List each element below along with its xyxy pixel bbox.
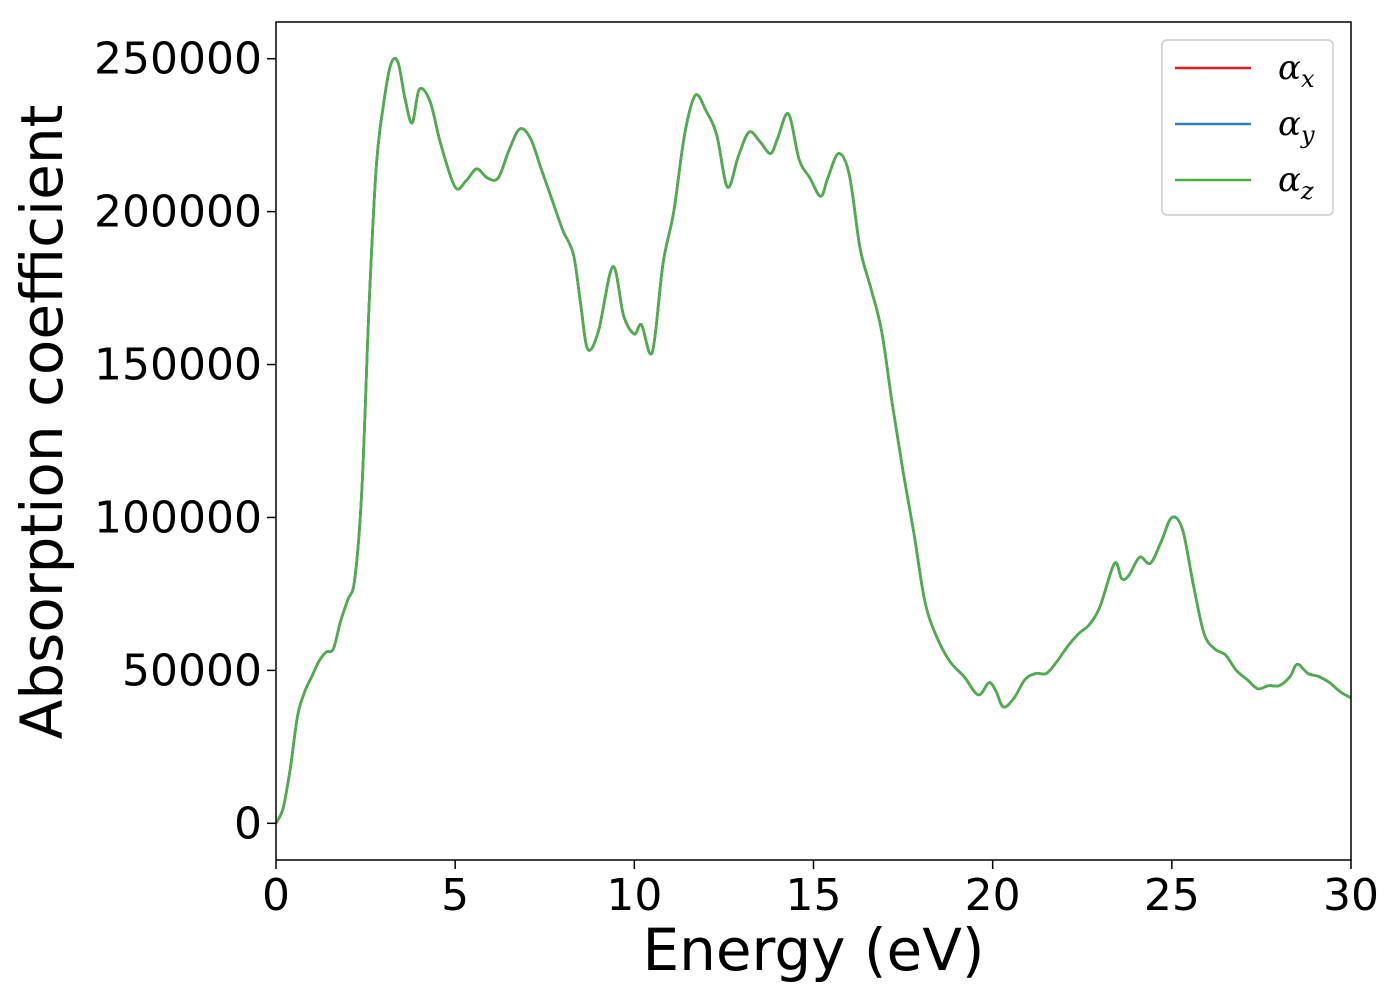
y-tick-label: 250000 [94, 34, 262, 85]
x-tick-label: 0 [262, 870, 290, 921]
x-tick-label: 15 [786, 870, 842, 921]
x-tick-label: 30 [1323, 870, 1379, 921]
x-axis-label: Energy (eV) [642, 916, 984, 984]
y-tick-label: 50000 [122, 645, 262, 696]
y-tick-label: 150000 [94, 340, 262, 391]
legend-symbol: α [1278, 48, 1301, 88]
tick-layer: 0 5 10 15 20 25 30 0 50000 100000 150000 200000 2500… [94, 34, 1379, 921]
y-tick-label: 100000 [94, 492, 262, 543]
legend-subscript: z [1300, 177, 1314, 205]
x-tick-label: 20 [965, 870, 1021, 921]
series-layer [276, 57, 1351, 824]
legend-subscript: x [1301, 65, 1315, 93]
x-tick-label: 5 [441, 870, 469, 921]
y-tick-label: 0 [234, 798, 262, 849]
y-axis-label: Absorption coefficient [8, 105, 76, 740]
x-tick-label: 25 [1144, 870, 1200, 921]
series-line-z [276, 57, 1351, 824]
legend-label-z: αz [1278, 160, 1314, 205]
legend-label-x: αx [1278, 48, 1315, 93]
x-tick-label: 10 [606, 870, 662, 921]
legend-symbol: α [1278, 160, 1301, 200]
y-tick-label: 200000 [94, 187, 262, 238]
legend-label-y: αy [1278, 104, 1315, 149]
legend-box [1161, 39, 1334, 216]
legend-symbol: α [1278, 104, 1301, 144]
legend-subscript: y [1300, 121, 1315, 149]
